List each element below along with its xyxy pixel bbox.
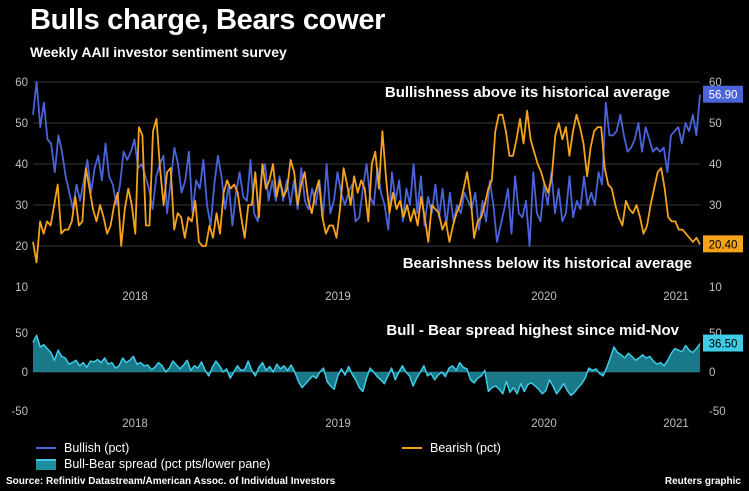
chart-subtitle: Weekly AAII investor sentiment survey xyxy=(30,44,287,60)
spread-series-line xyxy=(32,334,701,397)
legend-bullish-label: Bullish (pct) xyxy=(64,441,130,455)
spread-end-label: 36.50 xyxy=(709,339,738,351)
x-tick-lower: 2020 xyxy=(531,418,557,430)
y-tick-right-upper: 10 xyxy=(709,282,722,294)
annotation-bullish: Bullishness above its historical average xyxy=(385,84,670,101)
y-tick-left-upper: 30 xyxy=(15,200,28,212)
legend-bullish: Bullish (pct) xyxy=(36,441,129,455)
bullish-end-label-box xyxy=(703,85,743,103)
bullish-end-label: 56.90 xyxy=(709,90,738,102)
y-tick-left-upper: 40 xyxy=(15,159,28,171)
y-tick-right-upper: 50 xyxy=(709,118,722,130)
bearish-end-label: 20.40 xyxy=(709,239,738,251)
y-tick-left-lower: -50 xyxy=(11,406,28,418)
y-tick-right-lower: 0 xyxy=(709,367,715,379)
legend-spread: Bull-Bear spread (pct pts/lower pane) xyxy=(36,457,270,471)
spread-area-swatch xyxy=(36,458,56,470)
annotation-spread: Bull - Bear spread highest since mid-Nov xyxy=(386,322,679,339)
spread-end-label-box xyxy=(703,334,743,352)
y-tick-right-lower: -50 xyxy=(709,406,726,418)
legend-bearish-label: Bearish (pct) xyxy=(430,441,501,455)
bearish-end-label-box xyxy=(703,235,743,253)
x-tick-upper: 2018 xyxy=(122,291,148,303)
bearish-line-swatch xyxy=(402,447,422,449)
x-tick-lower: 2019 xyxy=(325,418,351,430)
y-tick-left-upper: 20 xyxy=(15,241,28,253)
y-tick-right-upper: 30 xyxy=(709,200,722,212)
chart-title: Bulls charge, Bears cower xyxy=(30,4,386,36)
x-tick-upper: 2020 xyxy=(531,291,557,303)
x-tick-upper: 2019 xyxy=(325,291,351,303)
spread-area-fill xyxy=(33,335,700,396)
y-tick-left-upper: 10 xyxy=(15,282,28,294)
y-tick-left-lower: 50 xyxy=(15,328,28,340)
legend-spread-label: Bull-Bear spread (pct pts/lower pane) xyxy=(64,457,271,471)
y-tick-left-upper: 60 xyxy=(15,77,28,89)
source-note: Source: Refinitiv Datastream/American As… xyxy=(6,476,336,487)
annotation-bearish: Bearishness below its historical average xyxy=(403,255,692,272)
bearish-series-line xyxy=(32,109,701,264)
x-tick-lower: 2021 xyxy=(663,418,689,430)
credit-note: Reuters graphic xyxy=(664,476,741,487)
y-tick-right-upper: 40 xyxy=(709,159,722,171)
y-tick-left-upper: 50 xyxy=(15,118,28,130)
x-tick-upper: 2021 xyxy=(663,291,689,303)
legend-bearish: Bearish (pct) xyxy=(402,441,501,455)
x-tick-lower: 2018 xyxy=(122,418,148,430)
bullish-line-swatch xyxy=(36,447,56,449)
y-tick-left-lower: 0 xyxy=(22,367,28,379)
